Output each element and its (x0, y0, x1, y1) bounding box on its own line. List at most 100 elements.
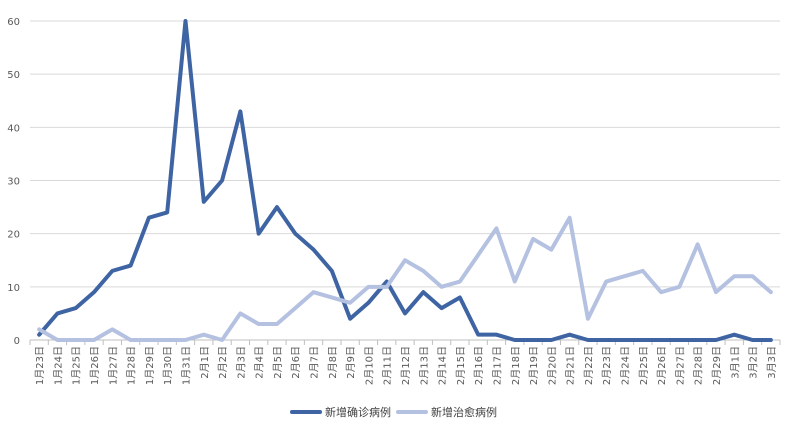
x-tick-label: 2月12日 (400, 346, 412, 385)
data-point (476, 253, 480, 257)
data-point (312, 248, 315, 251)
data-point (568, 216, 571, 219)
data-point (513, 338, 516, 342)
data-point (733, 275, 736, 278)
x-tick-label: 2月29日 (711, 346, 723, 385)
data-point (348, 301, 352, 304)
x-tick-label: 2月10日 (363, 346, 375, 385)
data-point (714, 290, 718, 294)
series-lines (37, 19, 773, 342)
data-point (769, 290, 773, 294)
data-point (568, 333, 571, 336)
data-point (74, 338, 77, 342)
x-tick-label: 2月5日 (272, 346, 284, 379)
x-tick-label: 1月23日 (34, 346, 46, 385)
data-point (202, 200, 205, 203)
x-tick-label: 1月25日 (71, 346, 83, 385)
data-point (257, 232, 260, 235)
data-point (659, 290, 663, 294)
data-point (348, 317, 352, 320)
data-point (696, 338, 699, 342)
x-tick-label: 2月1日 (199, 346, 211, 379)
data-point (678, 285, 681, 289)
data-point (550, 338, 553, 342)
data-point (641, 269, 645, 273)
x-tick-label: 2月6日 (290, 346, 302, 379)
y-tick-label: 50 (7, 70, 20, 81)
data-point (440, 306, 443, 310)
x-tick-label: 3月3日 (766, 346, 778, 379)
data-point (605, 338, 608, 342)
x-tick-label: 2月27日 (674, 346, 686, 385)
data-point (129, 264, 132, 267)
data-point (513, 280, 516, 283)
data-point (147, 216, 151, 219)
x-tick-label: 2月3日 (235, 346, 247, 379)
data-point (275, 205, 279, 209)
x-tick-label: 2月15日 (455, 346, 467, 385)
y-tick-label: 20 (7, 230, 20, 241)
data-point (92, 290, 96, 294)
data-point (659, 338, 663, 342)
data-point (257, 322, 260, 326)
x-tick-label: 2月8日 (327, 346, 339, 379)
x-tick-label: 2月9日 (345, 346, 357, 379)
x-tick-label: 2月21日 (565, 346, 577, 385)
data-point (458, 296, 462, 299)
data-point (111, 269, 114, 273)
x-tick-label: 2月2日 (217, 346, 229, 379)
data-point (184, 338, 187, 342)
data-point (403, 259, 407, 262)
data-point (714, 338, 718, 342)
x-tick-label: 2月11日 (382, 346, 394, 385)
data-point (129, 338, 132, 342)
data-point (312, 290, 315, 294)
x-tick-label: 3月1日 (729, 346, 741, 379)
data-point (330, 296, 334, 299)
data-point (239, 312, 242, 315)
data-point (605, 280, 608, 283)
x-tick-label: 2月4日 (254, 346, 266, 379)
x-tick-label: 2月14日 (437, 346, 449, 385)
data-point (440, 285, 443, 289)
y-tick-label: 10 (7, 283, 20, 294)
gridlines (30, 20, 780, 341)
data-point (56, 312, 59, 315)
y-tick-label: 60 (7, 17, 20, 28)
x-tick-label: 1月26日 (89, 346, 101, 385)
data-point (56, 338, 59, 342)
data-point (586, 317, 590, 320)
data-point (531, 237, 535, 241)
x-tick-label: 2月7日 (309, 346, 321, 379)
data-point (696, 243, 699, 246)
x-tick-label: 2月25日 (638, 346, 650, 385)
data-point (294, 306, 297, 310)
data-point (239, 110, 242, 113)
y-tick-label: 40 (7, 123, 20, 134)
data-point (275, 322, 279, 326)
data-point (769, 338, 773, 342)
data-point (330, 269, 334, 273)
data-point (220, 179, 224, 182)
data-point (586, 338, 590, 342)
data-point (623, 338, 626, 342)
data-point (147, 338, 151, 342)
x-tick-label: 1月31日 (180, 346, 192, 385)
data-point (385, 280, 388, 283)
data-point (476, 333, 480, 336)
data-point (422, 290, 425, 294)
x-tick-label: 2月28日 (693, 346, 705, 385)
x-axis: 1月23日 1月24日 1月25日 1月26日 1月27日 1月28日 1月29日 1月30日… (29, 340, 781, 385)
x-tick-label: 1月29日 (144, 346, 156, 385)
data-point (202, 333, 205, 336)
x-tick-label: 2月22日 (583, 346, 595, 385)
data-point (92, 338, 96, 342)
y-tick-label: 0 (14, 336, 20, 347)
data-point (367, 301, 370, 304)
x-tick-label: 1月24日 (52, 346, 64, 385)
data-point (751, 338, 754, 342)
cured-cases-line (37, 215, 773, 342)
data-point (294, 232, 297, 235)
